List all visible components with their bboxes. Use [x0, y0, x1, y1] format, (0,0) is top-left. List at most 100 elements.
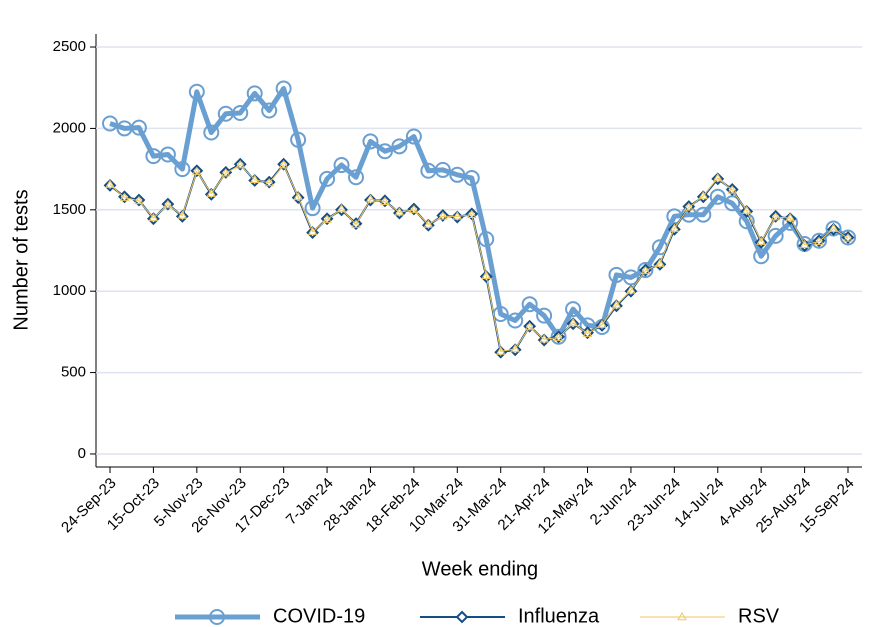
point [264, 177, 275, 187]
point [709, 188, 726, 205]
point [220, 168, 231, 177]
point [204, 187, 218, 201]
point [232, 104, 249, 121]
point [159, 146, 176, 163]
point [322, 214, 332, 223]
point [209, 609, 225, 625]
point [248, 174, 262, 187]
point [624, 284, 638, 298]
series-line [109, 163, 849, 354]
point [767, 227, 784, 244]
point [351, 219, 361, 228]
point [333, 157, 350, 174]
point [177, 210, 188, 219]
point [637, 262, 654, 279]
point [478, 231, 495, 248]
point [376, 143, 393, 160]
series [105, 160, 853, 355]
point [319, 170, 336, 187]
point [696, 190, 710, 204]
point [677, 612, 687, 621]
point [450, 210, 464, 224]
point [365, 194, 376, 203]
point [640, 265, 651, 275]
point [191, 166, 202, 175]
point [843, 233, 853, 242]
point [828, 223, 839, 232]
y-tick-label: 1500 [53, 201, 86, 218]
y-tick-label: 0 [78, 445, 86, 462]
point [219, 165, 233, 179]
point [568, 317, 578, 327]
point [405, 128, 422, 145]
point [275, 80, 292, 97]
point [754, 235, 768, 249]
point [507, 312, 524, 329]
point [553, 332, 564, 341]
point [203, 124, 220, 141]
point [595, 318, 609, 332]
legend-label: Influenza [518, 605, 600, 627]
point [785, 212, 795, 222]
point [206, 188, 217, 197]
point [407, 202, 421, 216]
point [423, 219, 434, 228]
point [348, 169, 364, 186]
point [814, 236, 824, 245]
point [336, 204, 347, 213]
point [132, 193, 146, 207]
point [102, 115, 118, 132]
point [727, 185, 738, 194]
series [103, 157, 855, 359]
point [827, 222, 840, 236]
point [465, 207, 479, 221]
point [565, 301, 582, 318]
point [105, 179, 115, 188]
point [550, 328, 567, 345]
point [741, 205, 752, 214]
point [582, 328, 593, 337]
point [481, 270, 492, 280]
y-tick-label: 2000 [53, 119, 86, 136]
point [437, 211, 448, 220]
point [290, 131, 307, 148]
point [119, 192, 130, 201]
point [380, 196, 390, 205]
point [724, 195, 741, 212]
point [669, 223, 680, 232]
point [452, 211, 463, 220]
point [391, 138, 408, 155]
point [683, 202, 694, 211]
point [753, 248, 770, 265]
point [756, 236, 767, 245]
point [508, 343, 522, 357]
point [148, 212, 159, 222]
y-tick-label: 500 [61, 364, 86, 381]
point [455, 610, 469, 624]
point [307, 226, 318, 236]
point [463, 170, 480, 187]
point [163, 199, 173, 209]
y-tick-label: 1000 [53, 282, 86, 299]
x-axis-title: Week ending [422, 558, 538, 580]
point [622, 269, 639, 286]
point [134, 195, 144, 205]
point [536, 307, 553, 324]
point [638, 263, 652, 277]
point [799, 239, 810, 249]
point [495, 346, 506, 355]
point [293, 191, 303, 201]
point [566, 317, 580, 331]
point [811, 232, 828, 249]
point [494, 345, 508, 359]
point [130, 119, 147, 136]
point [521, 296, 538, 313]
point [597, 319, 607, 328]
point [655, 258, 665, 267]
point [698, 190, 709, 200]
series-line [109, 164, 849, 352]
point [712, 173, 723, 182]
point [103, 178, 117, 192]
point [249, 174, 260, 183]
